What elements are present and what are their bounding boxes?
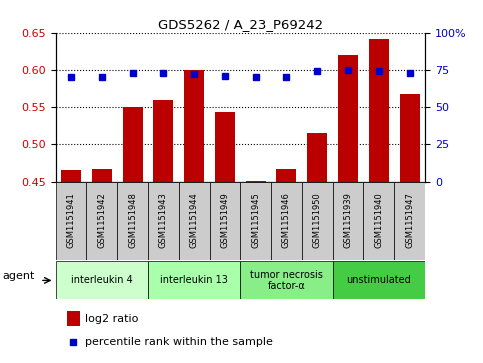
Text: GSM1151949: GSM1151949 — [220, 193, 229, 248]
Text: GSM1151940: GSM1151940 — [374, 193, 384, 248]
Bar — [302, 182, 333, 260]
Bar — [369, 39, 389, 182]
Bar — [67, 311, 80, 326]
Bar — [394, 182, 425, 260]
Bar — [276, 169, 297, 182]
Text: GSM1151943: GSM1151943 — [159, 193, 168, 248]
Text: interleukin 13: interleukin 13 — [160, 276, 228, 285]
Text: GSM1151950: GSM1151950 — [313, 193, 322, 248]
Bar — [92, 169, 112, 182]
Bar — [271, 182, 302, 260]
Text: GSM1151939: GSM1151939 — [343, 193, 353, 248]
Text: log2 ratio: log2 ratio — [85, 314, 139, 324]
Bar — [338, 55, 358, 182]
Text: GSM1151946: GSM1151946 — [282, 193, 291, 248]
Bar — [61, 170, 81, 182]
Bar — [117, 182, 148, 260]
Text: GSM1151941: GSM1151941 — [67, 193, 75, 248]
Text: percentile rank within the sample: percentile rank within the sample — [85, 337, 273, 347]
Text: GSM1151947: GSM1151947 — [405, 193, 414, 248]
Title: GDS5262 / A_23_P69242: GDS5262 / A_23_P69242 — [158, 19, 323, 32]
Bar — [240, 261, 333, 299]
Bar — [399, 94, 420, 182]
Bar — [179, 182, 210, 260]
Text: GSM1151942: GSM1151942 — [97, 193, 106, 248]
Bar — [364, 182, 394, 260]
Bar — [184, 70, 204, 182]
Text: GSM1151948: GSM1151948 — [128, 193, 137, 248]
Text: GSM1151944: GSM1151944 — [190, 193, 199, 248]
Bar — [215, 112, 235, 182]
Bar — [56, 261, 148, 299]
Text: interleukin 4: interleukin 4 — [71, 276, 133, 285]
Bar — [86, 182, 117, 260]
Text: GSM1151945: GSM1151945 — [251, 193, 260, 248]
Bar — [240, 182, 271, 260]
Bar — [333, 261, 425, 299]
Bar — [148, 182, 179, 260]
Bar — [246, 181, 266, 182]
Bar — [153, 101, 173, 182]
Text: unstimulated: unstimulated — [346, 276, 411, 285]
Text: agent: agent — [3, 271, 35, 281]
Bar — [123, 107, 142, 182]
Bar — [56, 182, 86, 260]
Text: tumor necrosis
factor-α: tumor necrosis factor-α — [250, 270, 323, 291]
Bar — [148, 261, 241, 299]
Bar — [333, 182, 364, 260]
Bar — [307, 133, 327, 182]
Bar — [210, 182, 240, 260]
